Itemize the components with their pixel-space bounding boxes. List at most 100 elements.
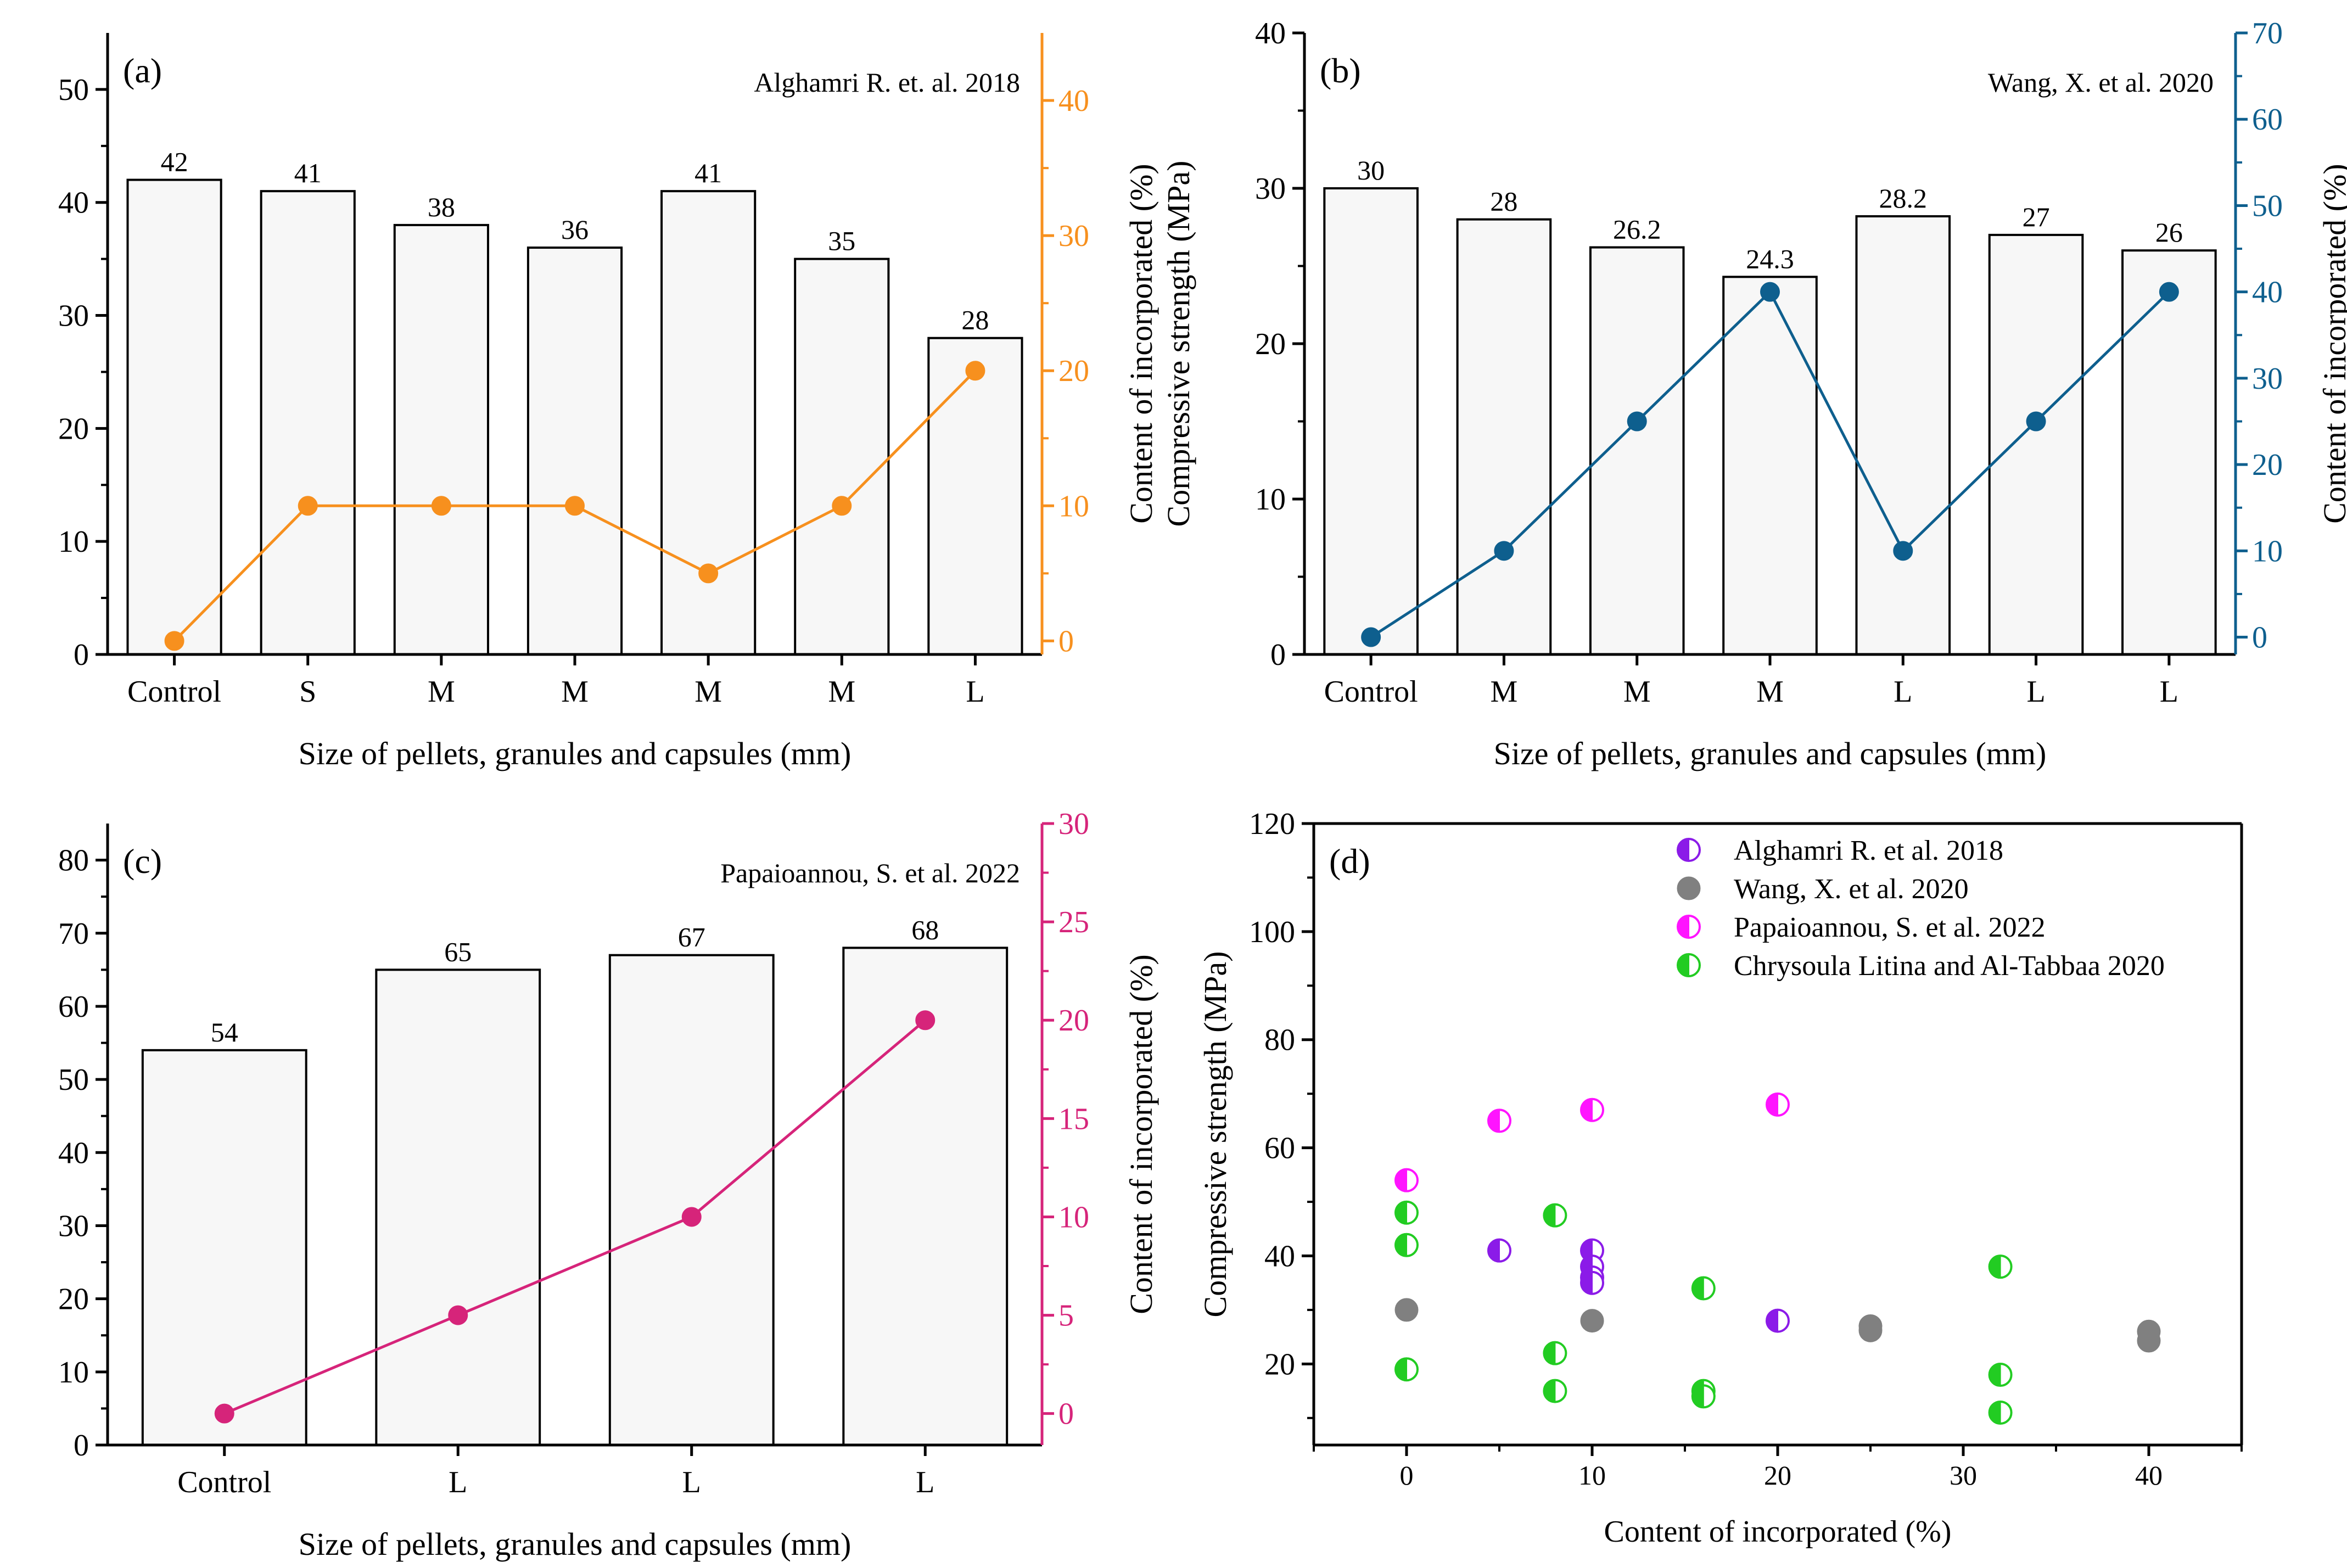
- content-point-0: [1361, 627, 1381, 647]
- y2-tick-label: 20: [1058, 1004, 1089, 1038]
- panel-d: 20 40 60 80 100 120 0 10 20 30 40 Alghamri R. et al…: [1197, 807, 2243, 1549]
- bar-value-label-5: 35: [828, 226, 855, 256]
- bar-5: [1988, 233, 2084, 656]
- x-tick-label-3: M: [1756, 675, 1784, 709]
- x-tick-label: 0: [1400, 1460, 1414, 1491]
- legend-marker-0: [1677, 838, 1701, 862]
- scatter-point-s0-4: [1580, 1270, 1604, 1295]
- legend-marker-3: [1677, 953, 1701, 977]
- bar-2: [608, 954, 775, 1446]
- y2-tick-label: 10: [1058, 489, 1089, 523]
- content-point-2: [431, 496, 451, 516]
- y2-axis-label: Content of incorporated (%): [2317, 164, 2347, 524]
- legend-marker-1: [1677, 876, 1701, 900]
- panel-label: (c): [123, 842, 162, 881]
- bar-1: [260, 190, 356, 656]
- content-point-3: [1760, 282, 1780, 302]
- y-tick-label: 20: [58, 412, 89, 446]
- bar-value-label-0: 42: [161, 147, 188, 177]
- y2-tick-label: 10: [2252, 534, 2283, 568]
- marker-half: [1766, 1093, 1778, 1116]
- bar-6: [927, 337, 1023, 656]
- y-tick-label: 40: [58, 1136, 89, 1170]
- marker-half: [1488, 1109, 1500, 1133]
- bar-2: [1589, 246, 1685, 656]
- content-point-5: [832, 496, 852, 516]
- x-tick-label-3: L: [916, 1465, 934, 1499]
- x-tick-label-6: L: [2160, 675, 2178, 709]
- marker-half: [1988, 1363, 2001, 1387]
- bar-5: [794, 257, 890, 656]
- y-tick-label: 50: [58, 1063, 89, 1097]
- bar-value-label-6: 28: [961, 305, 989, 335]
- y-tick-label: 10: [58, 1356, 89, 1390]
- y2-tick-label: 0: [1058, 1397, 1074, 1431]
- panel-label: (a): [123, 51, 162, 90]
- scatter-point-s2-0: [1394, 1168, 1419, 1192]
- bar-value-label-3: 68: [911, 914, 939, 945]
- y-tick-label: 50: [58, 73, 89, 107]
- x-tick-label-1: S: [299, 675, 316, 709]
- scatter-point-s0-5: [1766, 1308, 1790, 1333]
- marker-half: [1488, 1239, 1500, 1262]
- y2-tick-label: 0: [2252, 621, 2267, 655]
- x-tick-label: 10: [1578, 1460, 1606, 1491]
- legend-marker-2: [1677, 915, 1701, 939]
- y-tick-label: 10: [1255, 483, 1286, 517]
- y-axis-label: Compressive strength (MPa): [1197, 951, 1233, 1318]
- content-point-0: [164, 631, 184, 651]
- y2-tick-label: 30: [2252, 362, 2283, 396]
- x-tick-label-4: M: [694, 675, 722, 709]
- bar-2: [393, 223, 489, 656]
- bar-4: [660, 190, 757, 656]
- bar-value-label-4: 28.2: [1879, 183, 1928, 214]
- marker-half: [1988, 1255, 2001, 1279]
- scatter-point-s3-10: [1988, 1363, 2013, 1387]
- scatter-point-s3-11: [1988, 1400, 2013, 1425]
- bar-value-label-1: 41: [294, 158, 322, 188]
- bar-6: [2121, 249, 2217, 656]
- panel-b: 30 28 26.2 24.3 28.2 27 26 0 10 20 30 40 0 10 20 30 40 50…: [1161, 16, 2347, 771]
- bar-0: [141, 1049, 307, 1446]
- y-tick-label: 0: [1270, 638, 1286, 672]
- y2-tick-label: 20: [2252, 448, 2283, 482]
- marker-half: [1677, 838, 1689, 862]
- content-line: [223, 1019, 926, 1415]
- x-tick-label-0: Control: [177, 1465, 271, 1499]
- panel-label: (b): [1320, 51, 1361, 90]
- x-axis-label: Content of incorporated (%): [1604, 1515, 1952, 1549]
- bar-value-label-2: 38: [428, 192, 455, 222]
- marker-half: [1543, 1341, 1556, 1365]
- y-tick-label: 80: [1264, 1023, 1295, 1057]
- x-tick-label-6: L: [966, 675, 984, 709]
- x-tick-label-5: L: [2026, 675, 2045, 709]
- y-tick-label: 20: [1264, 1347, 1295, 1381]
- legend-label-2: Papaioannou, S. et al. 2022: [1734, 912, 2046, 943]
- marker-half: [1581, 1098, 1593, 1122]
- y-tick-label: 120: [1249, 807, 1295, 841]
- y-axis-label: Compressive strength (MPa): [1161, 161, 1196, 527]
- bar-0: [1323, 187, 1419, 656]
- content-point-2: [1627, 411, 1647, 432]
- content-point-1: [298, 496, 318, 516]
- marker-half: [1543, 1379, 1556, 1403]
- scatter-point-s2-2: [1580, 1097, 1604, 1122]
- x-axis-label: Size of pellets, granules and capsules (…: [299, 1526, 852, 1562]
- bar-value-label-3: 36: [561, 214, 589, 245]
- marker-half: [1395, 1358, 1407, 1381]
- y-tick-label: 40: [1255, 16, 1286, 51]
- scatter-point-s3-0: [1394, 1200, 1419, 1225]
- x-tick-label-2: L: [682, 1465, 701, 1499]
- marker-half: [1581, 1271, 1593, 1295]
- marker-half: [1677, 915, 1689, 939]
- x-tick-label-3: M: [561, 675, 589, 709]
- bar-value-label-1: 65: [444, 936, 472, 967]
- marker-fill: [1858, 1314, 1883, 1338]
- scatter-point-s3-3: [1543, 1203, 1567, 1228]
- y2-tick-label: 15: [1058, 1102, 1089, 1136]
- panel-a: 42 41 38 36 41 35 28 0 10 20 30 40 50 0 10 20 30 40 Contro…: [58, 33, 1159, 771]
- legend: Alghamri R. et al. 2018 Wang, X. et al. 2…: [1677, 835, 2165, 982]
- panel-label: (d): [1329, 842, 1370, 881]
- y-tick-label: 20: [1255, 327, 1286, 361]
- content-point-3: [565, 496, 585, 516]
